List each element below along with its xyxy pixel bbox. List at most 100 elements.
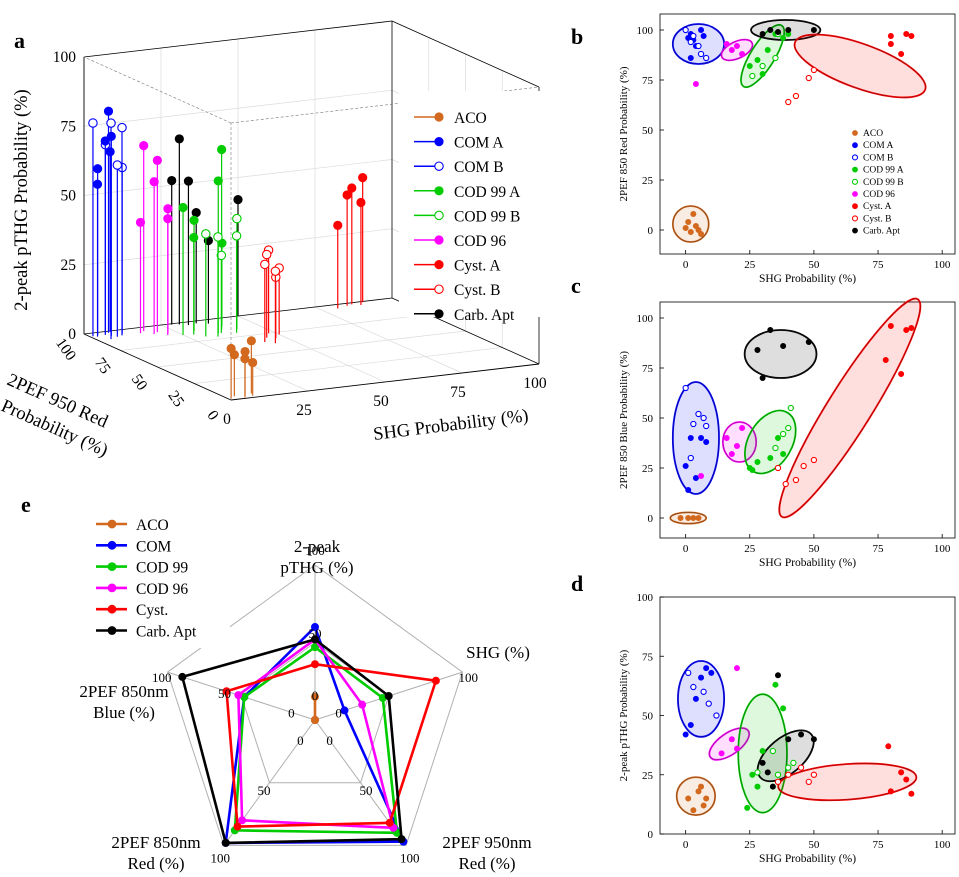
- data-point: [903, 326, 910, 333]
- data-point: [703, 438, 710, 445]
- stem-marker: [163, 214, 173, 224]
- stem-marker: [149, 177, 159, 187]
- data-point: [882, 356, 889, 363]
- radar-legend-entry: COM: [136, 538, 172, 555]
- data-point: [754, 346, 761, 353]
- data-point: [754, 769, 761, 776]
- stem-marker: [103, 106, 114, 116]
- data-point: [700, 802, 707, 809]
- y-tick-label: 75: [91, 355, 114, 378]
- data-point: [690, 807, 697, 814]
- legend-entry: Cyst. B: [454, 282, 501, 299]
- x-tick-label: 50: [808, 259, 820, 271]
- x-tick-label: 25: [744, 839, 756, 851]
- x-tick-label: 75: [450, 384, 466, 401]
- z-tick-label: 100: [53, 49, 77, 66]
- stem-marker: [93, 164, 103, 174]
- data-point: [767, 454, 774, 461]
- data-point: [733, 745, 740, 752]
- legend-entry: COD 96: [863, 190, 895, 200]
- radar-legend-entry: COD 99: [136, 560, 188, 577]
- plot-frame: [659, 596, 956, 835]
- data-point: [787, 404, 794, 412]
- panel-label-e: e: [21, 492, 31, 517]
- stem-marker: [191, 207, 201, 218]
- cluster-ellipse-outline: [721, 39, 753, 61]
- radar-legend-entry: COD 96: [136, 581, 188, 598]
- stem-marker: [213, 232, 223, 242]
- box-edge: [83, 20, 393, 58]
- radar-tick-max: 100: [305, 543, 325, 558]
- x-tick-label: 0: [683, 259, 689, 271]
- legend-marker: [434, 235, 444, 245]
- data-point: [782, 480, 789, 488]
- z-tick-label: 0: [68, 326, 76, 343]
- y-tick-label: 75: [642, 651, 654, 663]
- radar-legend-box: [92, 512, 230, 648]
- legend-entry: COD 99 A: [863, 166, 904, 176]
- x-tick-label: 50: [808, 543, 820, 555]
- z-axis-label: 2-peak pTHG Probability (%): [12, 89, 32, 310]
- data-point: [797, 764, 805, 771]
- stem-marker: [347, 183, 357, 193]
- data-point: [698, 674, 705, 681]
- y-tick-label: 25: [642, 175, 654, 187]
- radar-point: [310, 692, 319, 701]
- radar-point: [221, 838, 230, 847]
- x-tick-label: 0: [223, 411, 231, 428]
- data-point: [775, 434, 782, 441]
- legend-entry: COD 99 A: [454, 184, 521, 201]
- data-point: [805, 338, 812, 345]
- data-point: [677, 515, 684, 522]
- data-point: [698, 783, 705, 790]
- x-tick-label: 25: [744, 259, 756, 271]
- radar-axis-label: 2PEF 850nm: [79, 682, 168, 701]
- stem-marker: [183, 176, 194, 186]
- radar-legend-entry: Carb. Apt: [136, 624, 197, 641]
- radar-tick-max: 100: [210, 850, 230, 865]
- stem-marker: [163, 204, 173, 214]
- radar-tick-zero: 0: [326, 733, 333, 748]
- radar-point: [222, 687, 231, 696]
- radar-axis-label: Blue (%): [93, 703, 155, 722]
- data-point: [739, 51, 746, 58]
- radar-point: [384, 692, 393, 701]
- radar-legend-marker: [107, 562, 117, 571]
- radar-grid-ring: [166, 564, 464, 846]
- stem-marker: [178, 202, 188, 213]
- radar-axis-label: Red (%): [127, 854, 184, 873]
- data-point: [733, 442, 740, 449]
- data-point: [690, 210, 697, 217]
- radar-point: [397, 835, 406, 844]
- x-axis-label: SHG Probability (%): [759, 273, 856, 285]
- legend-entry: COD 99 B: [454, 208, 520, 225]
- y-tick-label: 50: [642, 125, 654, 137]
- x-tick-label: 25: [744, 543, 756, 555]
- legend-entry: ACO: [863, 129, 883, 139]
- cluster-ellipse-outline: [740, 24, 785, 88]
- radar-series-polygon: [225, 662, 438, 828]
- data-point: [749, 466, 756, 473]
- data-point: [767, 26, 774, 33]
- data-point: [705, 700, 712, 707]
- data-point: [810, 26, 817, 33]
- radar-axis-label: 2PEF 950nm: [442, 833, 531, 852]
- data-point: [785, 424, 792, 432]
- data-point: [682, 731, 689, 738]
- stem-marker: [246, 336, 256, 346]
- data-point: [908, 324, 915, 331]
- y-tick-label: 0: [648, 829, 654, 841]
- legend-marker: [852, 203, 858, 210]
- radar-tick-zero: 0: [288, 705, 295, 720]
- cluster-ellipse-outline: [777, 763, 917, 801]
- data-point: [698, 434, 705, 441]
- data-point: [769, 747, 777, 755]
- data-point: [810, 66, 818, 74]
- data-point: [908, 33, 915, 40]
- z-tick-label: 25: [61, 257, 77, 274]
- data-point: [687, 55, 694, 62]
- data-point: [898, 370, 905, 377]
- legend-entry: COD 99 B: [863, 178, 904, 188]
- stem-marker: [342, 190, 352, 200]
